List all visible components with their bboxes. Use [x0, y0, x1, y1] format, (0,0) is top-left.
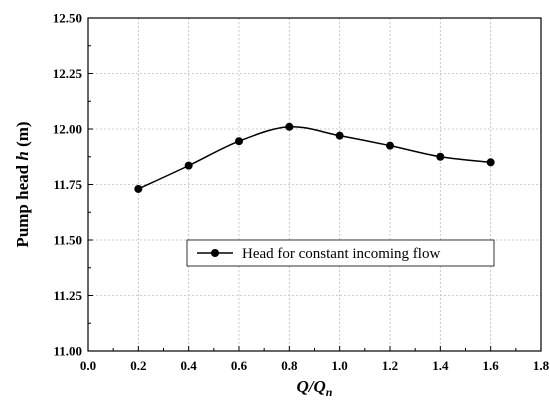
y-tick-label: 11.25	[53, 288, 82, 303]
x-tick-label: 0.2	[130, 358, 146, 373]
x-axis-title-main: Q/Q	[297, 377, 326, 396]
x-tick-label: 0.4	[181, 358, 198, 373]
x-axis-title-subscript: n	[326, 385, 333, 399]
data-point	[486, 158, 495, 167]
data-point	[235, 137, 243, 146]
y-axis-title-unit: (m)	[13, 121, 32, 146]
x-axis-title: Q/Qn	[297, 377, 333, 399]
data-point	[184, 161, 193, 170]
x-axis-tick-labels: 0.0 0.2 0.4 0.6 0.8 1.0 1.2 1.4 1.6 1.8	[80, 358, 550, 373]
legend-label: Head for constant incoming flow	[242, 246, 440, 262]
data-point	[386, 141, 394, 150]
y-tick-label: 12.00	[53, 122, 82, 137]
y-tick-label: 12.50	[53, 11, 82, 26]
data-point	[285, 122, 294, 131]
x-tick-label: 0.0	[80, 358, 96, 373]
legend-marker	[211, 249, 219, 257]
x-tick-label: 0.6	[231, 358, 248, 373]
y-tick-label: 11.50	[53, 233, 82, 248]
series-line	[138, 126, 491, 190]
y-axis-title-main: Pump head	[13, 164, 32, 247]
legend-box	[186, 239, 495, 267]
x-tick-label: 1.0	[332, 358, 348, 373]
data-point	[134, 184, 143, 193]
y-axis-title-symbol: h	[13, 151, 32, 160]
axis-ticks	[87, 17, 542, 352]
x-tick-label: 1.4	[432, 358, 449, 373]
series	[134, 122, 495, 193]
y-axis-title: Pump head h (m)	[13, 121, 32, 247]
grid	[88, 18, 541, 351]
x-tick-label: 1.2	[382, 358, 398, 373]
y-tick-label: 11.00	[53, 344, 82, 359]
y-tick-label: 12.25	[53, 66, 83, 81]
x-tick-label: 1.8	[533, 358, 550, 373]
legend: Head for constant incoming flow	[186, 239, 495, 267]
x-tick-label: 0.8	[281, 358, 298, 373]
y-axis-tick-labels: 11.00 11.25 11.50 11.75 12.00 12.25 12.50	[53, 11, 83, 359]
x-tick-label: 1.6	[483, 358, 500, 373]
data-point	[436, 152, 445, 161]
data-point	[335, 131, 344, 140]
y-tick-label: 11.75	[53, 177, 82, 192]
